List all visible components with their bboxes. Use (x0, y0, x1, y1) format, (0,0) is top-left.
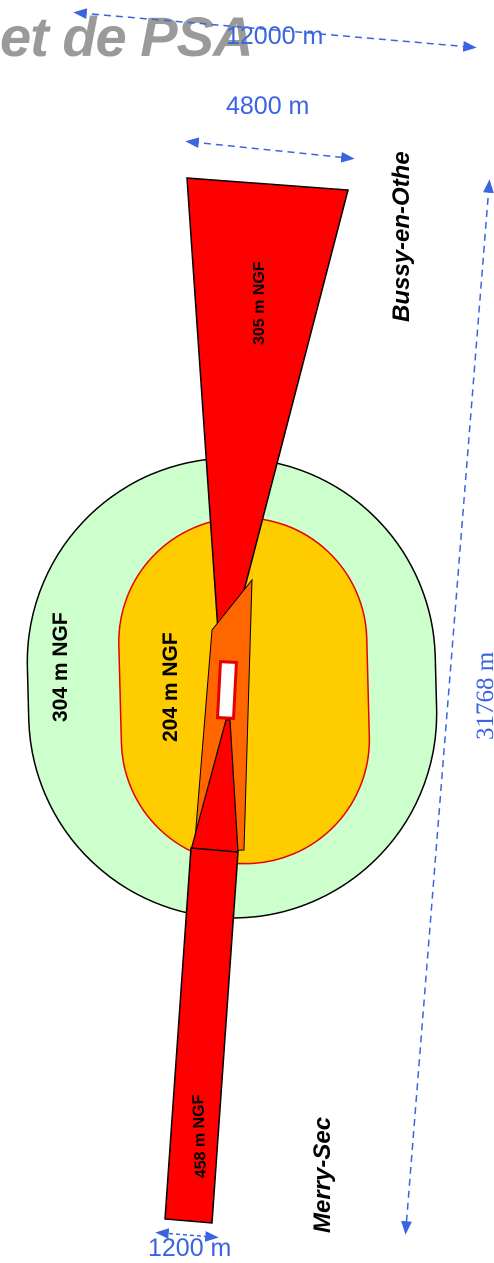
place-south-label: Merry-Sec (309, 1117, 336, 1233)
north-cone-label: 305 m NGF (251, 261, 268, 345)
dimension-line-top (73, 8, 477, 52)
length-label: 31768 m (472, 651, 494, 740)
south-strip-label: 458 m NGF (190, 1094, 210, 1178)
runway-marker (215, 660, 239, 720)
width-cone-label: 4800 m (226, 92, 310, 120)
width-top-label: 12000 m (226, 22, 324, 50)
width-bottom-label: 1200 m (148, 1234, 232, 1262)
outer-zone-label: 304 m NGF (49, 612, 72, 722)
dimension-line-length (401, 179, 494, 1235)
inner-zone-label: 204 m NGF (159, 632, 182, 742)
place-north-label: Bussy-en-Othe (388, 151, 415, 322)
dimension-line-bottom (155, 1228, 219, 1242)
south-strip-zone (164, 847, 239, 1224)
dimension-line-cone (185, 137, 355, 163)
